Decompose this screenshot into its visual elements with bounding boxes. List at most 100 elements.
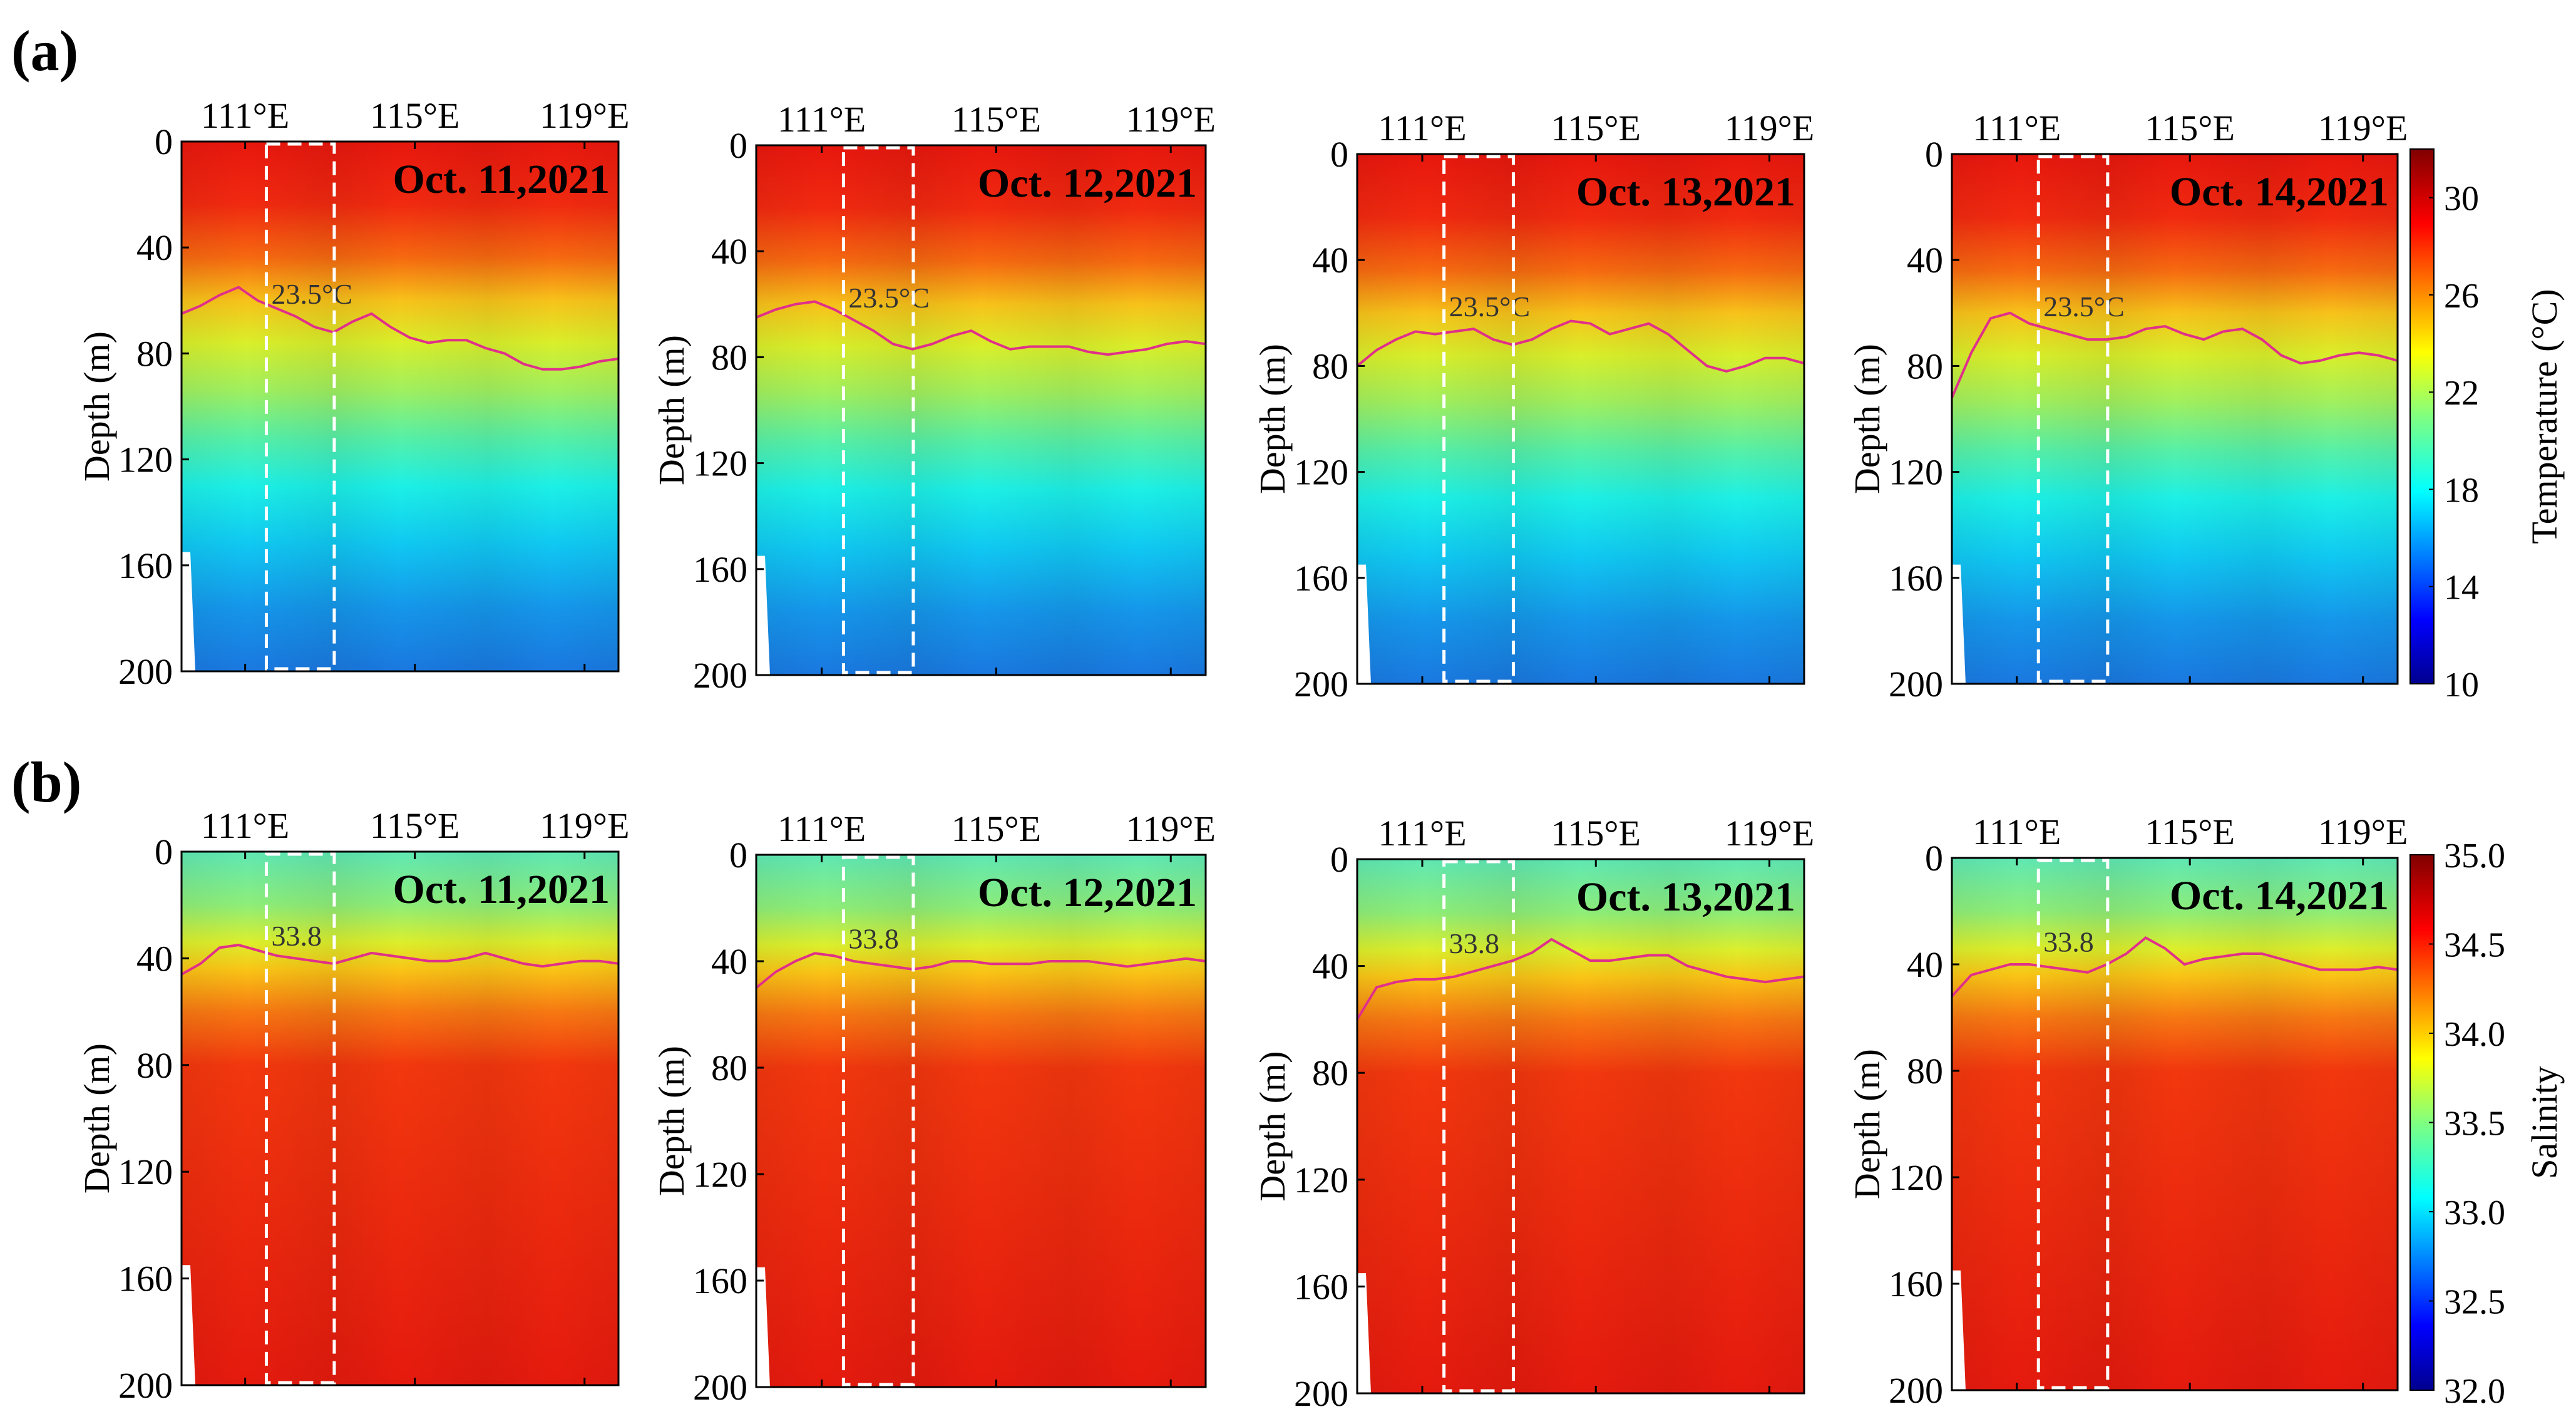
x-tick-label: 111°E (777, 808, 866, 849)
date-label: Oct. 13,2021 (1576, 874, 1795, 920)
x-tick-label: 119°E (540, 805, 629, 846)
colorbar-tick-label: 33.0 (2444, 1194, 2505, 1232)
axes-frame (1356, 153, 1805, 685)
x-tick-label: 115°E (370, 95, 459, 136)
no-data-mask (1952, 1270, 1966, 1390)
x-tick-label: 119°E (1725, 813, 1814, 854)
y-tick-label: 80 (136, 333, 173, 374)
panel-a-1: 23.5°C 0 40 80 120 160 200 111°E 115°E 119°E Depth… (76, 95, 630, 692)
y-tick-label: 120 (1294, 452, 1348, 493)
study-box (841, 855, 915, 1386)
colorbar-title: Temperature (°C) (2524, 289, 2565, 544)
y-tick-label: 0 (729, 835, 747, 875)
colorbar-tick-label: 35.0 (2444, 837, 2505, 875)
field-texture (1952, 154, 2398, 684)
contour-line (755, 952, 1206, 989)
x-tick-label: 111°E (1973, 108, 2061, 148)
colorbar-tick-label: 34.5 (2444, 926, 2505, 965)
axes-frame (755, 854, 1207, 1388)
y-tick-label: 40 (136, 227, 173, 268)
date-label: Oct. 12,2021 (978, 870, 1197, 916)
y-tick-label: 120 (1294, 1160, 1348, 1200)
y-tick-label: 0 (1330, 839, 1348, 880)
y-tick-label: 0 (729, 125, 747, 166)
contour-label: 23.5°C (1449, 291, 1531, 322)
y-tick-label: 160 (1889, 1264, 1943, 1304)
x-tick-label: 119°E (1725, 108, 1814, 148)
date-label: Oct. 11,2021 (393, 157, 610, 202)
colorbar-tick-label: 30 (2444, 180, 2479, 219)
y-tick-label: 40 (1907, 944, 1943, 985)
study-box (2036, 155, 2110, 683)
panel-b-2: 33.8 0 40 80 120 160 200 111°E 115°E 119°E Depth (… (651, 808, 1216, 1408)
panel-b-3: 33.8 0 40 80 120 160 200 111°E 115°E 119°E Depth (… (1252, 813, 1814, 1414)
field-texture (182, 852, 618, 1385)
y-tick-label: 0 (1330, 134, 1348, 175)
date-label: Oct. 13,2021 (1576, 169, 1795, 215)
axes-frame (1951, 857, 2399, 1391)
axes-frame (1356, 858, 1805, 1395)
date-label: Oct. 12,2021 (978, 160, 1197, 206)
y-tick-label: 40 (1312, 946, 1348, 987)
panel-a-2: 23.5°C 0 40 80 120 160 200 111°E 115°E 119°E Depth… (651, 99, 1216, 696)
colorbar-b: 32.0 32.5 33.0 33.5 34.0 34.5 35.0 Salinity (2409, 837, 2565, 1411)
y-tick-label: 200 (1889, 1370, 1943, 1411)
y-tick-label: 80 (1312, 1053, 1348, 1093)
y-tick-label: 120 (1889, 1157, 1943, 1198)
contour-label: 33.8 (272, 920, 322, 952)
y-tick-label: 40 (1312, 240, 1348, 281)
panel-letter-a: (a) (11, 19, 78, 83)
y-axis-label: Depth (m) (651, 335, 692, 485)
y-tick-label: 40 (711, 231, 747, 272)
no-data-mask (756, 555, 770, 675)
study-box (2036, 859, 2110, 1390)
x-tick-label: 115°E (2145, 108, 2234, 148)
y-tick-label: 200 (1294, 664, 1348, 704)
x-tick-label: 115°E (1551, 813, 1641, 854)
contour-label: 33.8 (848, 923, 899, 955)
colorbar-tick-label: 14 (2444, 569, 2479, 607)
contour-line (181, 944, 619, 976)
y-tick-label: 200 (693, 1367, 747, 1408)
x-tick-label: 115°E (952, 99, 1041, 140)
y-tick-label: 0 (1925, 838, 1943, 879)
colorbar-tick-label: 34.0 (2444, 1015, 2505, 1054)
field-texture (756, 855, 1206, 1387)
colorbar-tick-label: 18 (2444, 471, 2479, 510)
contour-label: 33.8 (1449, 927, 1500, 959)
y-tick-label: 120 (118, 440, 173, 480)
no-data-mask (182, 552, 195, 671)
contour-label: 23.5°C (848, 282, 930, 314)
x-tick-label: 119°E (540, 95, 629, 136)
x-tick-label: 115°E (952, 808, 1041, 849)
y-tick-label: 160 (118, 545, 173, 586)
no-data-mask (1357, 1273, 1371, 1393)
y-tick-label: 120 (693, 443, 747, 484)
y-tick-label: 160 (118, 1259, 173, 1299)
y-tick-label: 160 (1294, 1266, 1348, 1307)
colorbar-tick-label: 26 (2444, 277, 2479, 316)
y-axis-label: Depth (m) (1252, 344, 1293, 494)
contour-label: 33.8 (2043, 926, 2094, 958)
panel-a-3: 23.5°C 0 40 80 120 160 200 111°E 115°E 119°E Depth… (1252, 108, 1814, 704)
panel-letter-b: (b) (11, 750, 81, 814)
contour-line (1951, 936, 2398, 998)
y-tick-label: 200 (693, 655, 747, 696)
y-tick-label: 80 (1312, 346, 1348, 386)
y-tick-label: 160 (693, 549, 747, 590)
field-texture (1357, 154, 1804, 684)
study-box (265, 142, 336, 671)
y-axis-label: Depth (m) (651, 1046, 692, 1196)
y-tick-label: 120 (693, 1154, 747, 1195)
colorbar-tick-label: 10 (2444, 666, 2479, 704)
y-tick-label: 200 (1294, 1373, 1348, 1414)
y-axis-label: Depth (m) (1847, 344, 1887, 494)
colorbar-tick-label: 32.0 (2444, 1372, 2505, 1411)
y-tick-label: 0 (1925, 134, 1943, 175)
date-label: Oct. 14,2021 (2170, 873, 2389, 919)
panel-b-4: 33.8 0 40 80 120 160 200 111°E 115°E 119°E Depth (… (1847, 812, 2408, 1411)
y-tick-label: 200 (118, 1365, 173, 1406)
x-tick-label: 115°E (2145, 812, 2234, 852)
contour-line (756, 300, 1206, 356)
